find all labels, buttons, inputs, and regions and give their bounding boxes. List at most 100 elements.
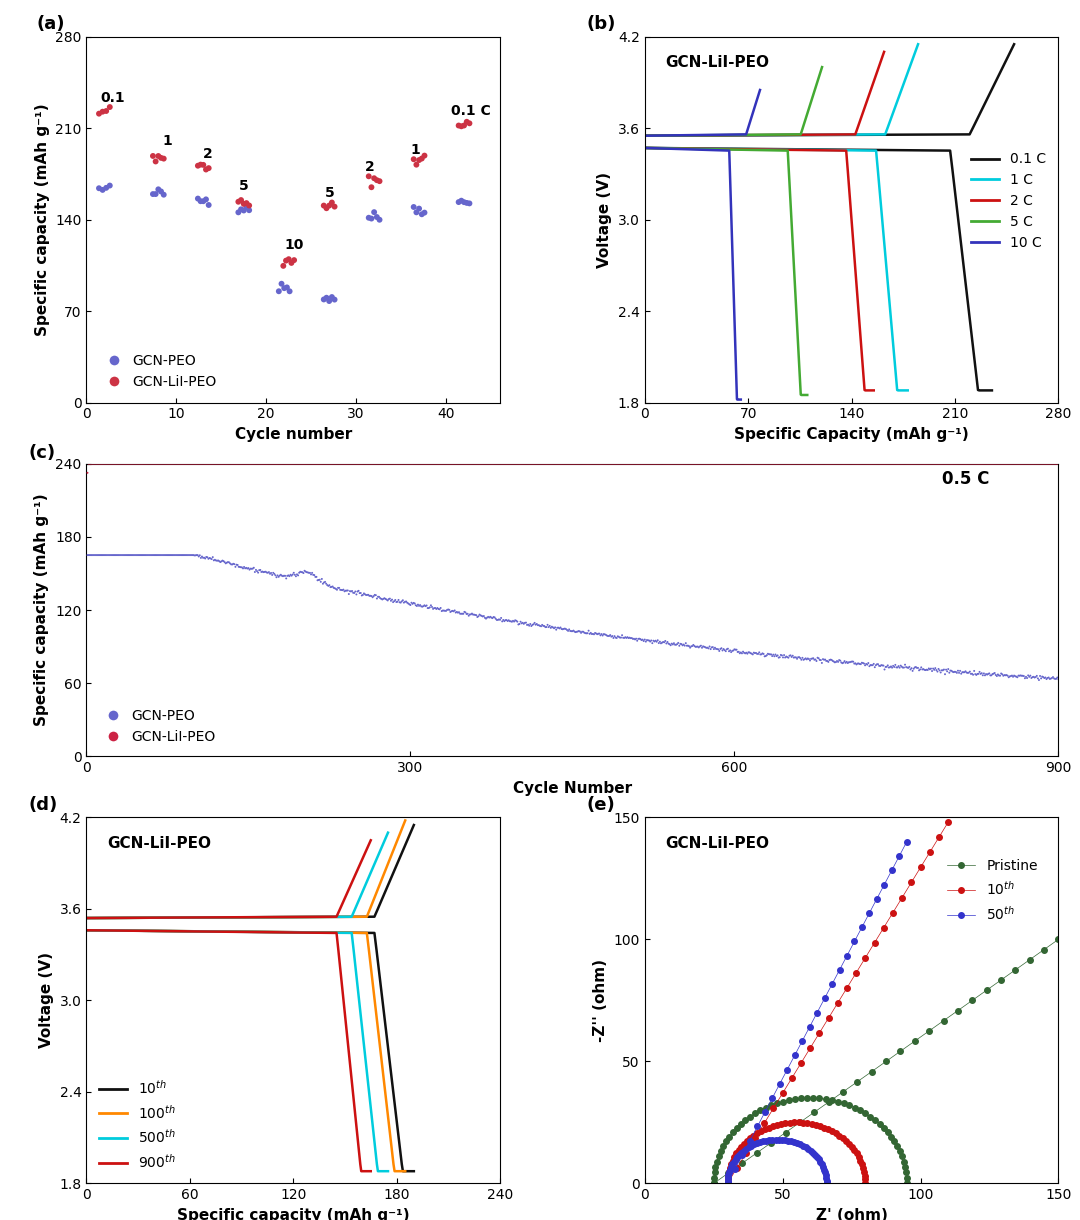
Point (451, 454, 469, 473)
Point (951, 661, 969, 681)
Point (981, 664, 998, 683)
Point (424, 454, 442, 473)
Point (147, 151, 164, 171)
Point (338, 581, 355, 600)
Point (178, 454, 195, 473)
Point (708, 454, 726, 473)
Point (319, 576, 336, 595)
Point (111, 545, 129, 565)
Point (483, 608, 500, 627)
Point (103, 545, 120, 565)
X-axis label: Cycle Number: Cycle Number (513, 781, 632, 795)
Point (165, 454, 183, 473)
Point (883, 658, 901, 677)
Point (107, 454, 124, 473)
Point (625, 454, 643, 473)
Point (544, 617, 562, 637)
Point (313, 454, 330, 473)
Point (525, 615, 542, 634)
Point (369, 587, 387, 606)
Point (189, 189, 206, 209)
Point (224, 454, 241, 473)
Point (530, 454, 548, 473)
Point (165, 545, 183, 565)
Text: (b): (b) (586, 16, 617, 33)
Point (496, 611, 513, 631)
Point (600, 454, 618, 473)
Point (249, 454, 267, 473)
Point (404, 454, 421, 473)
Point (811, 454, 828, 473)
Point (370, 171, 388, 190)
Point (1048, 669, 1065, 688)
Point (1020, 666, 1037, 686)
Point (739, 454, 756, 473)
Point (1032, 454, 1050, 473)
Point (990, 454, 1008, 473)
Point (140, 454, 158, 473)
Point (862, 655, 879, 675)
Point (301, 454, 319, 473)
Point (274, 566, 292, 586)
Point (1022, 454, 1039, 473)
Point (870, 454, 888, 473)
Point (570, 621, 588, 640)
Point (501, 611, 518, 631)
Point (697, 454, 714, 473)
Point (406, 594, 423, 614)
Point (939, 454, 956, 473)
Point (261, 454, 279, 473)
Point (908, 658, 926, 677)
Point (1030, 670, 1048, 689)
Point (842, 454, 860, 473)
Point (107, 545, 124, 565)
Point (145, 184, 162, 204)
Point (837, 653, 854, 672)
Point (257, 562, 274, 582)
Point (441, 600, 458, 620)
Point (312, 572, 329, 592)
Point (303, 454, 321, 473)
Point (783, 454, 800, 473)
Point (147, 545, 164, 565)
Point (785, 454, 802, 473)
Point (363, 454, 380, 473)
Point (991, 666, 1009, 686)
Point (453, 190, 470, 210)
Point (770, 648, 787, 667)
Point (662, 636, 679, 655)
Point (268, 567, 285, 587)
Point (276, 454, 294, 473)
Point (352, 454, 369, 473)
Point (390, 590, 407, 610)
Point (127, 454, 145, 473)
Point (350, 454, 367, 473)
Point (667, 634, 685, 654)
Point (806, 454, 823, 473)
Point (743, 644, 760, 664)
Point (782, 645, 799, 665)
Point (924, 454, 942, 473)
Point (450, 193, 468, 212)
Point (647, 631, 664, 650)
Point (458, 193, 475, 212)
Point (522, 454, 539, 473)
Point (386, 454, 403, 473)
Point (152, 182, 170, 201)
Point (652, 454, 670, 473)
Point (124, 454, 141, 473)
Point (430, 454, 447, 473)
Point (536, 454, 553, 473)
Point (513, 454, 530, 473)
Point (648, 632, 665, 651)
Point (744, 644, 761, 664)
Point (212, 454, 229, 473)
Point (923, 661, 941, 681)
Point (737, 644, 754, 664)
Point (893, 454, 910, 473)
Point (228, 454, 245, 473)
Point (611, 454, 629, 473)
Point (1024, 454, 1041, 473)
Point (340, 584, 357, 604)
Point (929, 661, 946, 681)
